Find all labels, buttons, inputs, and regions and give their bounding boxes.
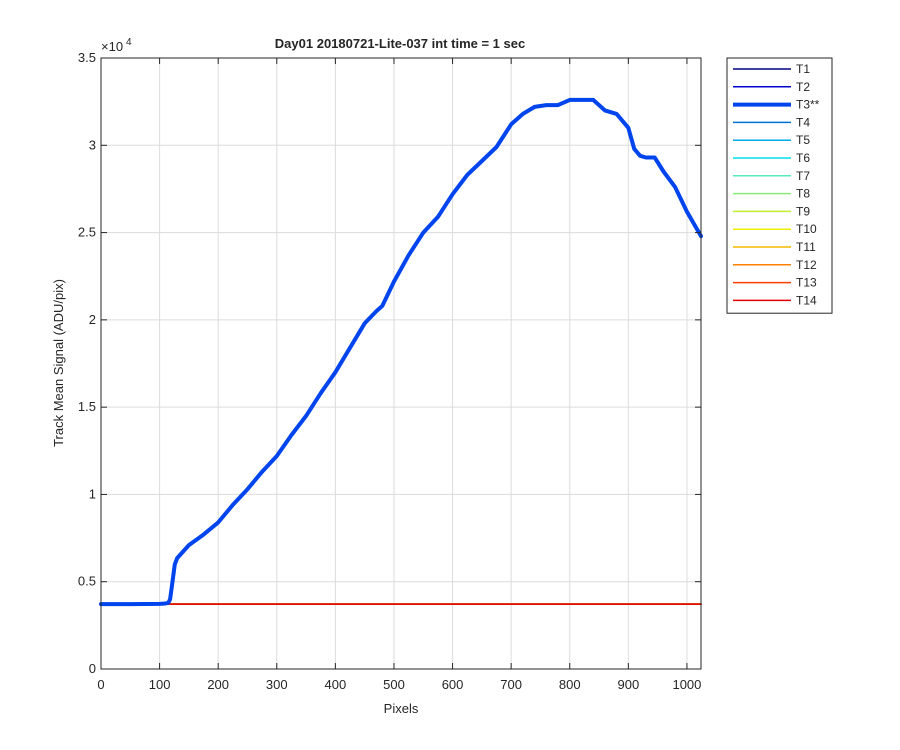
x-tick-label: 900 [617,677,639,692]
axes-box [100,57,702,670]
x-axis-label: Pixels [384,701,419,716]
legend: T1 T2 T3** T4 T5 T6 T7 T8 T9 T10 T11 T12 T13 T14 [726,57,833,314]
x-tick-label: 0 [97,677,104,692]
legend-label: T3** [796,98,820,112]
x-tick-label: 300 [266,677,288,692]
legend-label: T14 [796,293,817,307]
x-tick-label: 800 [559,677,581,692]
x-tick-label: 500 [383,677,405,692]
y-tick-label: 1.5 [78,399,96,414]
plot-area [99,97,703,607]
y-exponent-base: ×10 [101,39,123,54]
y-tick-label: 1 [89,486,96,501]
y-axis-label: Track Mean Signal (ADU/pix) [51,279,66,447]
y-tick-label: 2.5 [78,225,96,240]
ticks: 0 100 200 300 400 500 600 700 800 900 1000 0 0.5 1 1.5… [78,50,701,692]
y-exponent-power: 4 [126,37,132,48]
legend-label: T5 [796,133,810,147]
chart-title: Day01 20180721-Lite-037 int time = 1 sec [275,36,525,51]
x-tick-label: 200 [207,677,229,692]
legend-label: T7 [796,169,810,183]
y-tick-label: 3.5 [78,50,96,65]
legend-label: T6 [796,151,810,165]
y-tick-label: 3 [89,137,96,152]
x-tick-label: 400 [325,677,347,692]
grid [101,58,701,669]
series-line-T3 [99,97,703,607]
y-exponent: ×10 4 [101,37,132,54]
x-tick-label: 1000 [672,677,701,692]
legend-box [726,57,833,314]
y-tick-label: 0 [89,661,96,676]
legend-label: T12 [796,258,817,272]
x-tick-label: 100 [149,677,171,692]
legend-label: T1 [796,62,810,76]
y-tick-label: 0.5 [78,574,96,589]
x-tick-label: 600 [442,677,464,692]
legend-label: T11 [796,240,816,254]
legend-label: T2 [796,80,810,94]
legend-label: T9 [796,204,810,218]
legend-label: T10 [796,222,817,236]
legend-label: T8 [796,187,810,201]
x-tick-label: 700 [500,677,522,692]
legend-label: T4 [796,115,810,129]
y-tick-label: 2 [89,312,96,327]
legend-label: T13 [796,276,817,290]
